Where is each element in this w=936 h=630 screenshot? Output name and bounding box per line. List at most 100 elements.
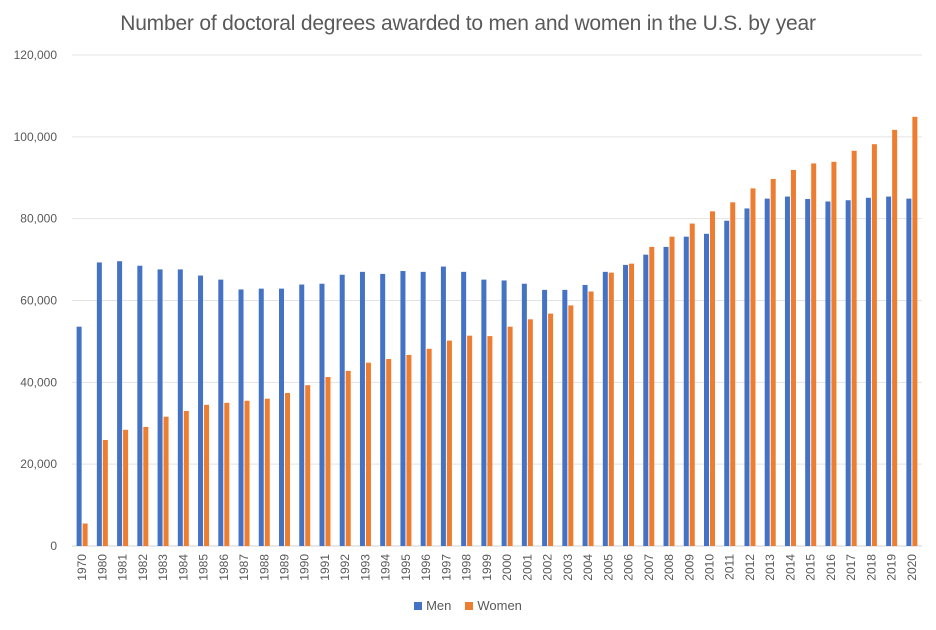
bar-men-2010: [704, 233, 709, 546]
bar-women-2016: [831, 161, 837, 547]
x-tick-label: 2013: [763, 554, 777, 581]
bar-men-1992: [339, 274, 345, 546]
y-tick-label: 40,000: [20, 375, 57, 389]
x-tick-label: 1982: [136, 554, 150, 581]
bar-men-2008: [663, 246, 669, 546]
bar-women-2004: [588, 291, 594, 546]
bar-women-2019: [892, 129, 898, 546]
x-tick-label: 1980: [95, 554, 109, 581]
bar-men-2018: [865, 197, 871, 546]
x-tick-label: 1983: [156, 554, 170, 581]
bar-women-2001: [527, 319, 533, 546]
x-tick-label: 1990: [298, 554, 312, 581]
x-tick-label: 2020: [905, 554, 919, 581]
bar-women-1988: [264, 398, 270, 546]
bar-men-1982: [137, 265, 143, 546]
bar-men-2013: [764, 198, 770, 546]
bar-men-2015: [805, 199, 811, 546]
bar-women-1991: [325, 377, 331, 546]
x-tick-label: 2007: [642, 554, 656, 581]
legend-label-women: Women: [477, 598, 522, 613]
bar-men-1985: [198, 275, 204, 546]
x-tick-label: 2015: [804, 554, 818, 581]
x-tick-label: 1981: [116, 554, 130, 581]
bar-women-1994: [386, 359, 392, 546]
legend-swatch-men: [414, 601, 423, 610]
bar-men-2019: [886, 196, 892, 547]
y-tick-label: 20,000: [20, 457, 57, 471]
x-tick-label: 2011: [723, 554, 737, 580]
bar-women-1993: [365, 362, 371, 546]
bar-women-1970: [82, 523, 88, 546]
y-tick-label: 100,000: [14, 130, 58, 144]
bar-women-2010: [710, 211, 715, 546]
bar-women-1990: [305, 385, 311, 546]
y-tick-label: 80,000: [20, 212, 57, 226]
bar-women-2002: [548, 313, 554, 546]
x-tick-label: 1999: [480, 554, 494, 581]
bar-men-1984: [177, 269, 183, 546]
x-tick-label: 2017: [844, 554, 858, 581]
bar-men-1999: [481, 279, 487, 546]
x-tick-label: 2008: [662, 554, 676, 581]
bar-women-2008: [669, 236, 675, 547]
bar-women-1998: [467, 335, 473, 546]
x-tick-label: 2001: [520, 554, 534, 581]
bar-men-1993: [359, 271, 365, 546]
bar-men-2002: [542, 289, 548, 546]
legend-swatch-women: [465, 601, 474, 610]
bar-men-1983: [157, 269, 163, 546]
bar-women-2000: [507, 326, 513, 546]
bar-women-2006: [629, 263, 635, 546]
bar-women-2012: [750, 188, 756, 546]
bar-men-1989: [279, 288, 284, 546]
bar-men-2006: [623, 264, 629, 546]
x-tick-label: 1989: [278, 554, 292, 581]
bar-men-1995: [400, 271, 406, 546]
y-tick-label: 0: [50, 539, 57, 553]
legend-item-women[interactable]: Women: [465, 598, 522, 613]
x-tick-label: 1987: [237, 554, 251, 581]
bar-men-2016: [825, 201, 831, 546]
bar-women-1983: [163, 416, 169, 546]
bar-women-2009: [689, 223, 695, 546]
bar-men-2007: [643, 254, 649, 546]
bar-women-1986: [224, 402, 230, 546]
x-tick-label: 1985: [197, 554, 211, 581]
bar-men-1996: [420, 271, 426, 546]
bars: [76, 116, 918, 547]
y-axis-tick-labels: 0 20,000 40,000 60,000 80,000 100,000 120,000: [14, 48, 58, 553]
bar-women-2005: [608, 272, 614, 546]
bar-women-2013: [770, 178, 776, 547]
bar-women-2018: [871, 144, 877, 546]
bar-women-2020: [912, 116, 918, 546]
x-tick-label: 2019: [885, 554, 899, 581]
bar-women-1984: [183, 410, 189, 546]
x-tick-label: 1994: [379, 554, 393, 581]
bar-men-1988: [258, 288, 264, 546]
x-tick-label: 2002: [541, 554, 555, 581]
x-tick-label: 2012: [743, 554, 757, 581]
legend-item-men[interactable]: Men: [414, 598, 451, 613]
bar-women-2017: [851, 150, 857, 546]
x-tick-label: 1998: [460, 554, 474, 581]
x-tick-label: 2009: [682, 554, 696, 581]
x-tick-label: 1997: [439, 554, 453, 581]
bar-men-1997: [440, 266, 446, 546]
y-tick-label: 120,000: [14, 48, 58, 62]
bar-men-1986: [218, 279, 224, 546]
bar-men-1990: [299, 284, 305, 546]
bar-men-2020: [906, 198, 912, 546]
chart-title: Number of doctoral degrees awarded to me…: [120, 12, 816, 35]
x-tick-label: 1970: [75, 554, 89, 581]
x-tick-label: 2005: [601, 554, 615, 581]
bar-men-2004: [582, 284, 588, 546]
bar-women-2011: [730, 202, 736, 547]
bar-men-2014: [784, 196, 790, 547]
bar-men-2003: [562, 289, 568, 546]
x-tick-label: 1992: [338, 554, 352, 581]
bar-women-1999: [487, 336, 493, 546]
bar-women-1997: [446, 340, 452, 546]
legend-label-men: Men: [426, 598, 452, 613]
bar-women-1987: [244, 400, 250, 546]
